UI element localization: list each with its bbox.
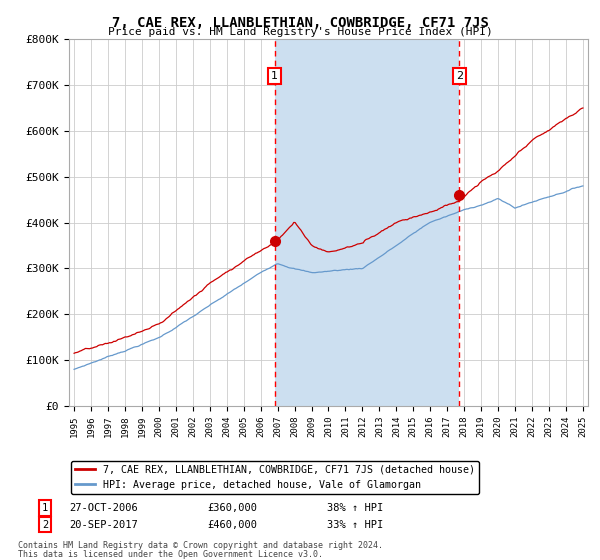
Text: 1: 1 — [42, 503, 48, 513]
Text: £360,000: £360,000 — [207, 503, 257, 513]
Text: 38% ↑ HPI: 38% ↑ HPI — [327, 503, 383, 513]
Legend: 7, CAE REX, LLANBLETHIAN, COWBRIDGE, CF71 7JS (detached house), HPI: Average pri: 7, CAE REX, LLANBLETHIAN, COWBRIDGE, CF7… — [71, 460, 479, 493]
Bar — [275, 39, 460, 406]
Text: 2: 2 — [456, 71, 463, 81]
Text: 1: 1 — [271, 71, 278, 81]
Text: 20-SEP-2017: 20-SEP-2017 — [69, 520, 138, 530]
Text: 27-OCT-2006: 27-OCT-2006 — [69, 503, 138, 513]
Text: Price paid vs. HM Land Registry's House Price Index (HPI): Price paid vs. HM Land Registry's House … — [107, 27, 493, 37]
Text: 33% ↑ HPI: 33% ↑ HPI — [327, 520, 383, 530]
Text: This data is licensed under the Open Government Licence v3.0.: This data is licensed under the Open Gov… — [18, 550, 323, 559]
Text: £460,000: £460,000 — [207, 520, 257, 530]
Text: 7, CAE REX, LLANBLETHIAN, COWBRIDGE, CF71 7JS: 7, CAE REX, LLANBLETHIAN, COWBRIDGE, CF7… — [112, 16, 488, 30]
Text: 2: 2 — [42, 520, 48, 530]
Text: Contains HM Land Registry data © Crown copyright and database right 2024.: Contains HM Land Registry data © Crown c… — [18, 541, 383, 550]
